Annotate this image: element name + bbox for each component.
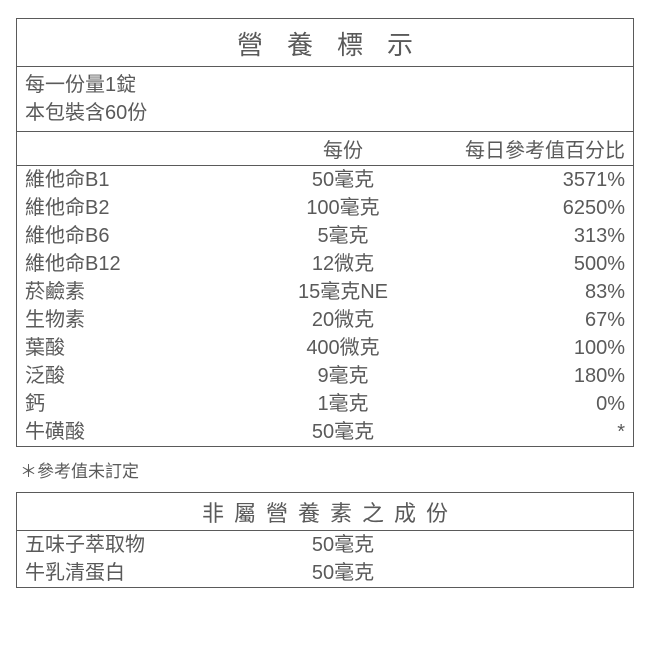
non-nutrient-rows: 五味子萃取物50毫克牛乳清蛋白50毫克 — [17, 531, 633, 587]
cell-amount: 5毫克 — [253, 222, 433, 250]
cell-amount: 100毫克 — [253, 194, 433, 222]
col-header-amount: 每份 — [253, 134, 433, 163]
servings-per-pack: 本包裝含60份 — [25, 99, 625, 127]
cell-name: 菸鹼素 — [25, 278, 253, 306]
table-row: 維他命B150毫克3571% — [25, 166, 625, 194]
cell-name: 五味子萃取物 — [25, 531, 253, 559]
table-row: 維他命B65毫克313% — [25, 222, 625, 250]
cell-amount: 400微克 — [253, 334, 433, 362]
nutrition-facts-panel: 營養標示 每一份量1錠 本包裝含60份 每份 每日參考值百分比 維他命B150毫… — [16, 18, 634, 447]
non-nutrient-title: 非屬營養素之成份 — [17, 493, 633, 531]
cell-empty — [433, 531, 625, 559]
cell-dv: 313% — [433, 222, 625, 250]
nutrition-rows: 維他命B150毫克3571%維他命B2100毫克6250%維他命B65毫克313… — [17, 166, 633, 446]
cell-amount: 15毫克NE — [253, 278, 433, 306]
cell-name: 牛磺酸 — [25, 418, 253, 446]
cell-name: 葉酸 — [25, 334, 253, 362]
cell-amount: 50毫克 — [253, 166, 433, 194]
cell-name: 生物素 — [25, 306, 253, 334]
cell-dv: 0% — [433, 390, 625, 418]
cell-amount: 20微克 — [253, 306, 433, 334]
cell-dv: 83% — [433, 278, 625, 306]
cell-amount: 50毫克 — [253, 559, 433, 587]
table-row: 菸鹼素15毫克NE83% — [25, 278, 625, 306]
cell-amount: 12微克 — [253, 250, 433, 278]
table-row: 維他命B1212微克500% — [25, 250, 625, 278]
cell-name: 維他命B1 — [25, 166, 253, 194]
nutrition-title: 營養標示 — [17, 19, 633, 67]
cell-amount: 1毫克 — [253, 390, 433, 418]
cell-dv: 67% — [433, 306, 625, 334]
cell-name: 泛酸 — [25, 362, 253, 390]
cell-amount: 9毫克 — [253, 362, 433, 390]
non-nutrient-panel: 非屬營養素之成份 五味子萃取物50毫克牛乳清蛋白50毫克 — [16, 492, 634, 588]
footnote: ＊參考值未訂定 — [20, 457, 630, 482]
table-row: 生物素20微克67% — [25, 306, 625, 334]
cell-dv: 6250% — [433, 194, 625, 222]
table-row: 泛酸9毫克180% — [25, 362, 625, 390]
cell-name: 維他命B6 — [25, 222, 253, 250]
cell-empty — [433, 559, 625, 587]
cell-amount: 50毫克 — [253, 531, 433, 559]
cell-dv: 3571% — [433, 166, 625, 194]
cell-dv: 100% — [433, 334, 625, 362]
serving-size: 每一份量1錠 — [25, 71, 625, 99]
cell-name: 牛乳清蛋白 — [25, 559, 253, 587]
cell-amount: 50毫克 — [253, 418, 433, 446]
serving-info: 每一份量1錠 本包裝含60份 — [17, 67, 633, 131]
table-row: 五味子萃取物50毫克 — [25, 531, 625, 559]
col-header-name — [25, 134, 253, 163]
cell-name: 維他命B2 — [25, 194, 253, 222]
table-row: 鈣1毫克0% — [25, 390, 625, 418]
cell-dv: 500% — [433, 250, 625, 278]
cell-name: 維他命B12 — [25, 250, 253, 278]
table-row: 葉酸400微克100% — [25, 334, 625, 362]
table-row: 牛磺酸50毫克* — [25, 418, 625, 446]
col-header-dv: 每日參考值百分比 — [433, 134, 625, 163]
column-headers: 每份 每日參考值百分比 — [17, 131, 633, 166]
table-row: 維他命B2100毫克6250% — [25, 194, 625, 222]
table-row: 牛乳清蛋白50毫克 — [25, 559, 625, 587]
cell-name: 鈣 — [25, 390, 253, 418]
cell-dv: 180% — [433, 362, 625, 390]
cell-dv: * — [433, 418, 625, 446]
